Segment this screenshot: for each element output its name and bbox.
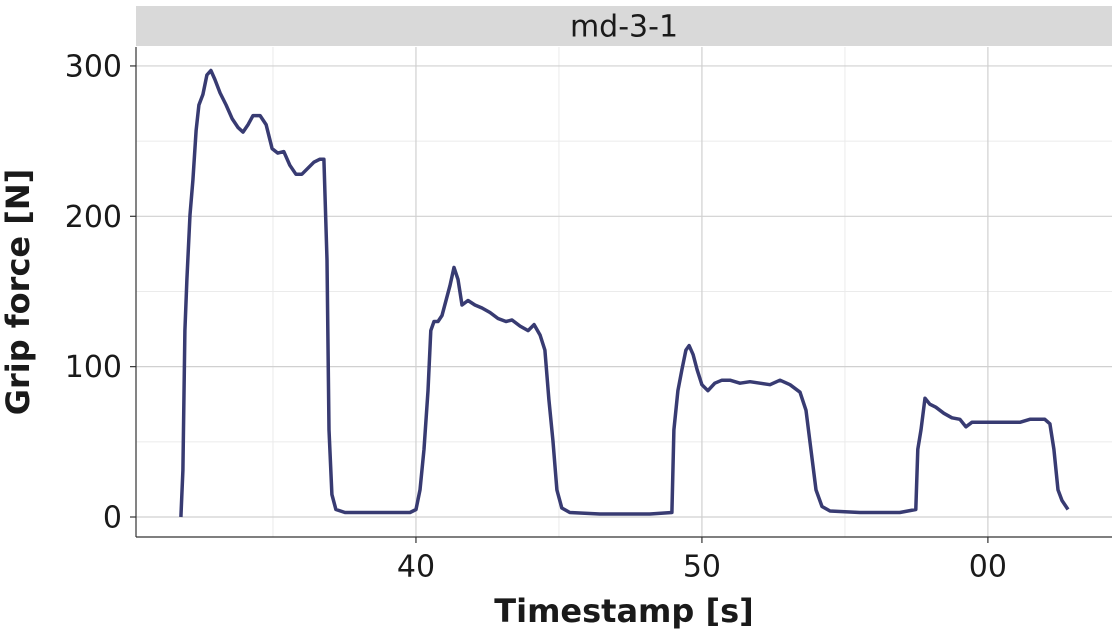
x-tick-label: 00 — [969, 550, 1007, 585]
y-tick-label: 0 — [103, 501, 122, 536]
y-tick-label: 100 — [65, 350, 122, 385]
x-tick-label: 50 — [683, 550, 721, 585]
y-tick-label: 200 — [65, 200, 122, 235]
x-tick-label: 40 — [397, 550, 435, 585]
y-axis-title: Grip force [N] — [0, 169, 37, 416]
facet-title: md-3-1 — [570, 10, 678, 45]
x-axis-title: Timestamp [s] — [494, 592, 753, 630]
y-tick-label: 300 — [65, 49, 122, 84]
data-line — [179, 68, 1070, 518]
facet-strip — [136, 6, 1112, 46]
